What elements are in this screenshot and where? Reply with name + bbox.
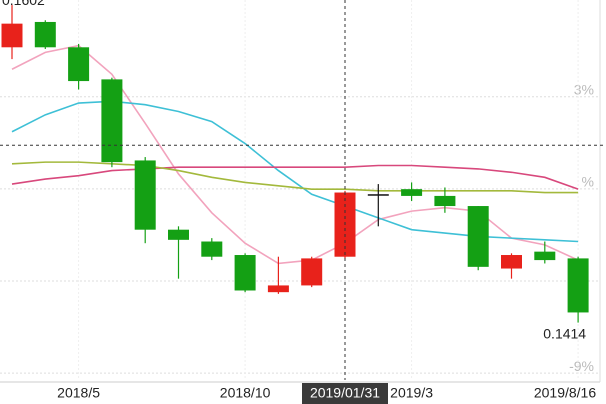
ma-line [11,161,579,194]
x-tick-label: 2018/5 [57,385,100,401]
candle-body [134,160,156,230]
candle-body [501,255,522,269]
candle-body [401,189,423,196]
y2-tick-label: 3% [574,81,594,97]
low-label: 0.1414 [543,325,586,341]
x-tick-label: 2019/3 [390,385,433,401]
candle-body [201,241,223,257]
ma-line [11,44,579,265]
crosshair-label-box [302,383,388,404]
ma-line [11,100,579,243]
candle-body [101,79,123,163]
candle-body [301,258,323,286]
x-tick-label: 2019/8/16 [534,385,596,401]
candle-body [534,251,556,261]
x-tick-label: 2018/10 [220,385,271,401]
candle-body [267,285,289,293]
candle-body [68,47,90,82]
candle-body [434,195,456,207]
ma-line [11,164,579,190]
candle-body [467,206,489,267]
y2-tick-label: -9% [569,358,594,374]
candle-body [34,21,56,48]
candle-body [168,229,189,240]
candle-body [234,255,256,291]
candle-body [567,258,589,313]
crosshair-label: 2019/01/31 [310,385,380,401]
high-label: 0.1602 [2,0,45,8]
candle-body [1,23,23,48]
y2-tick-label: % [582,174,594,190]
candle-body [367,194,389,196]
